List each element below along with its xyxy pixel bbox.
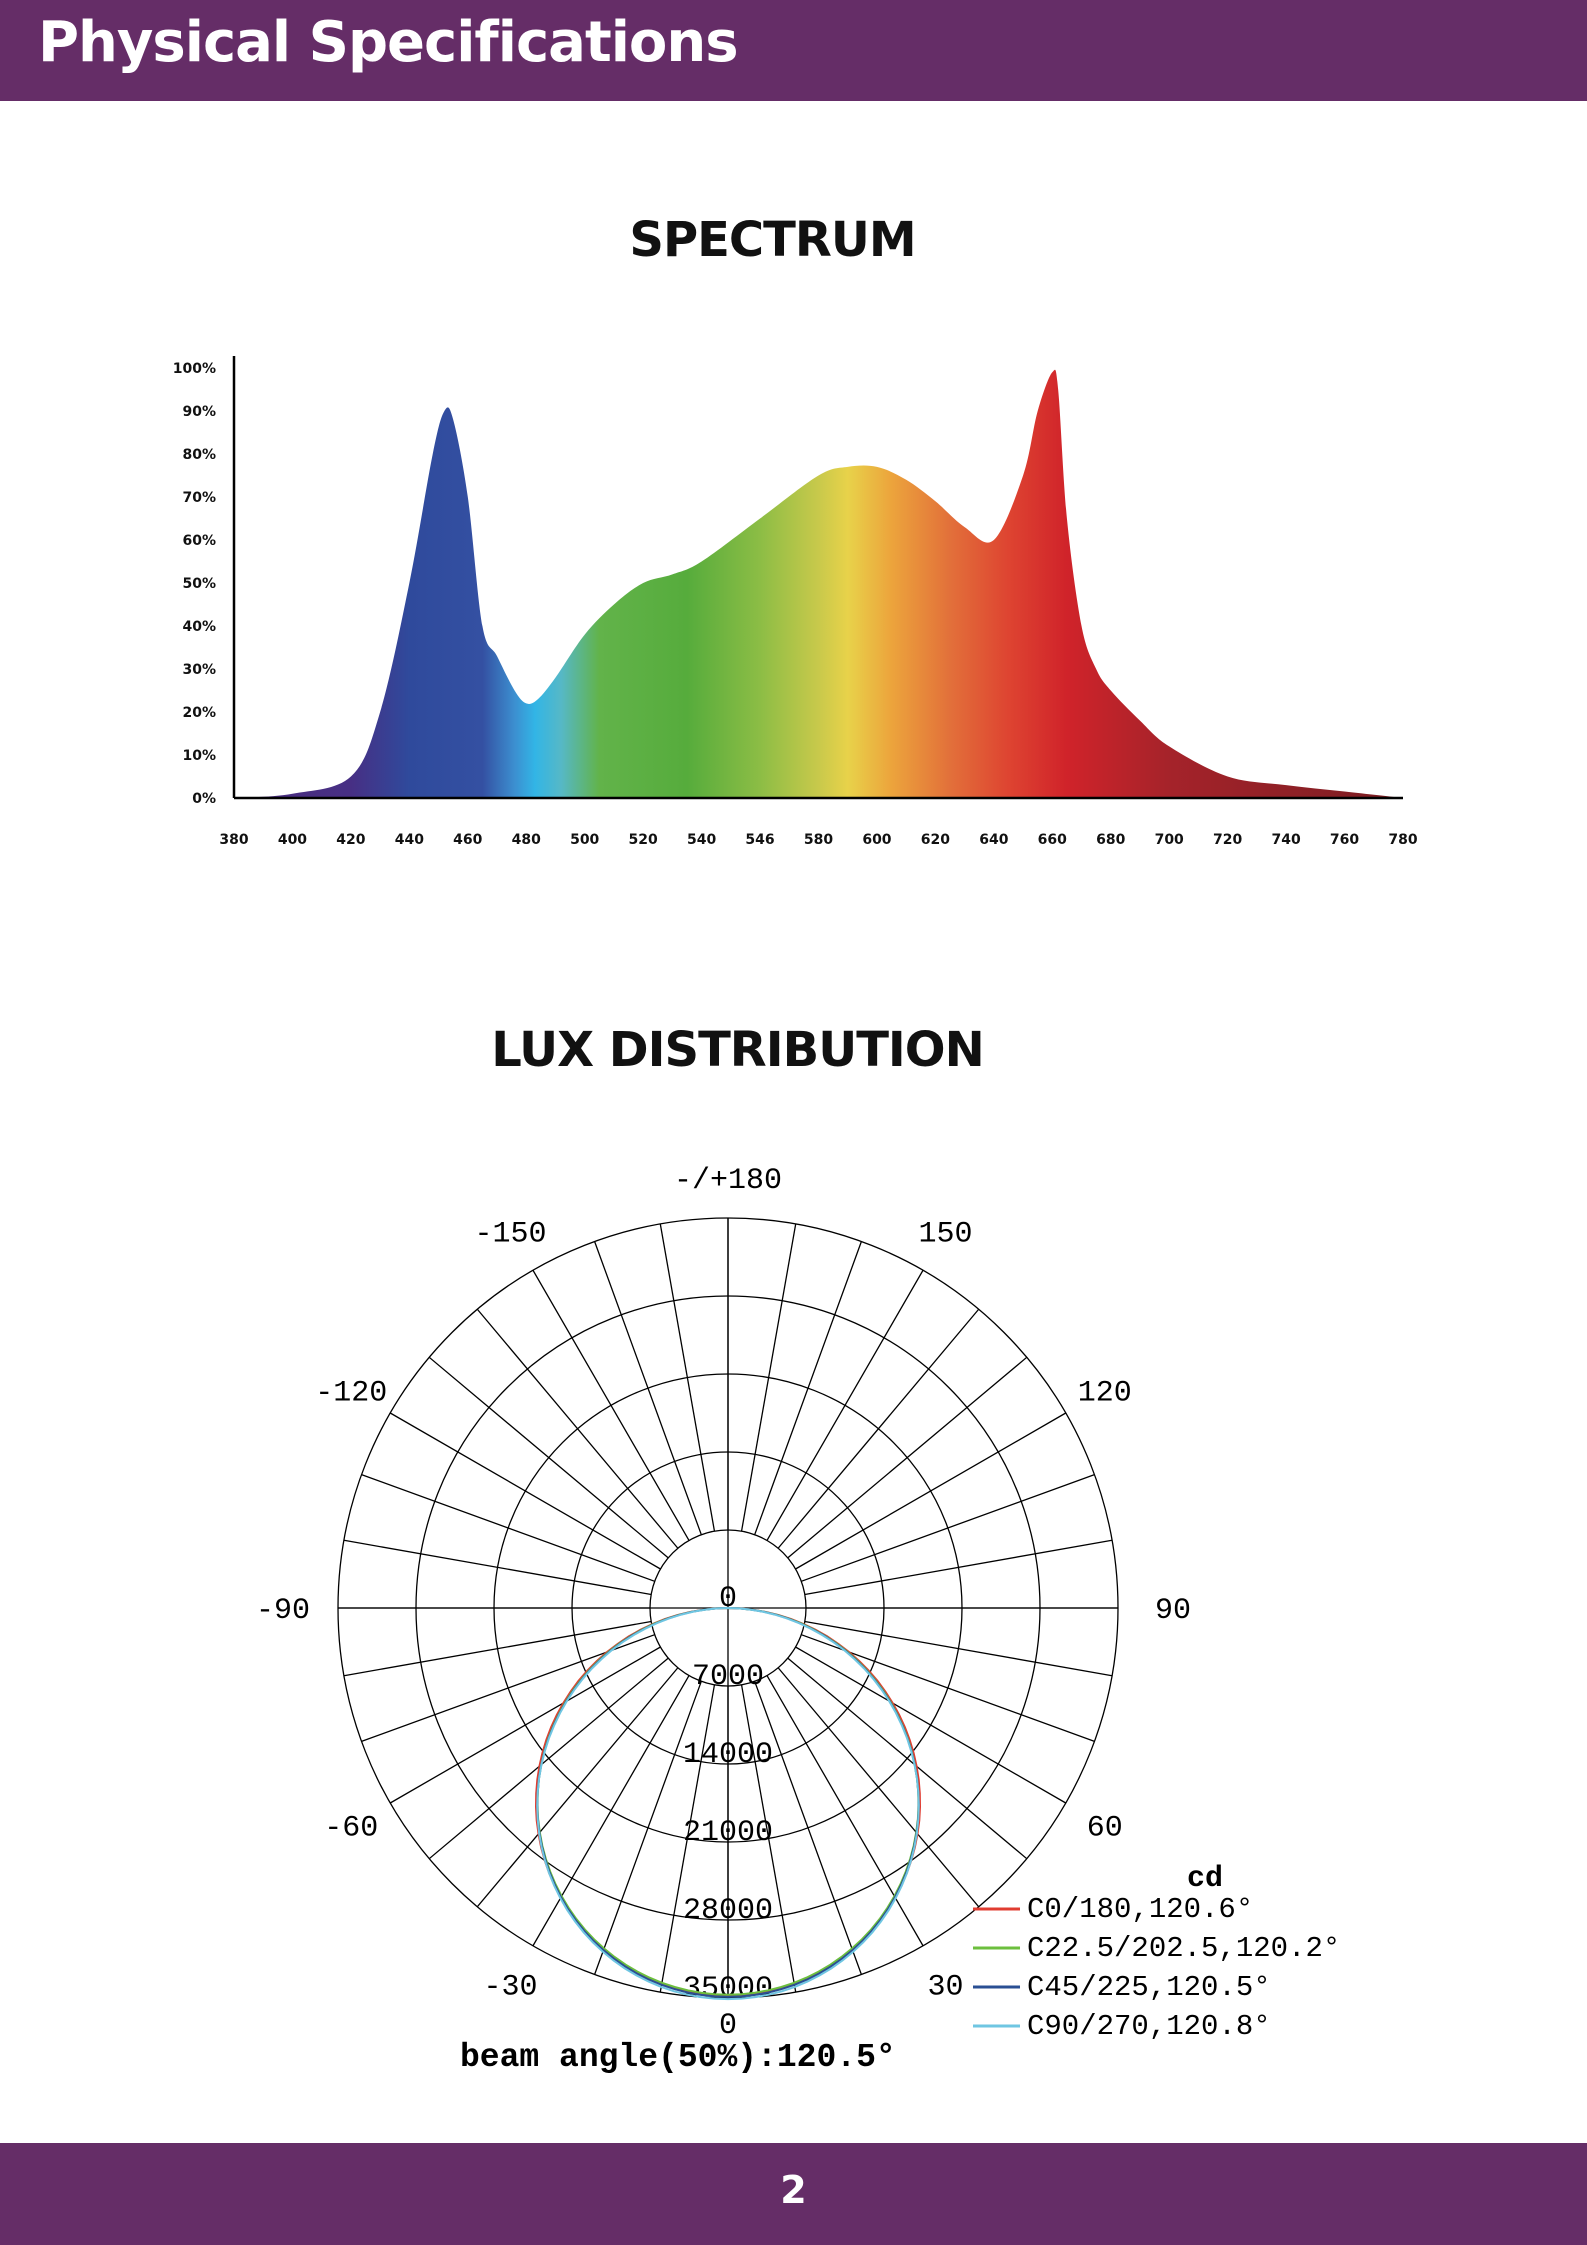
legend-entry: C90/270,120.8° bbox=[1027, 2010, 1271, 2043]
spectrum-y-tick-label: 40% bbox=[182, 619, 216, 635]
polar-angle-label: 90 bbox=[1155, 1594, 1191, 1628]
spectrum-title: SPECTRUM bbox=[629, 212, 916, 268]
polar-spoke bbox=[343, 1620, 652, 1677]
polar-angle-label: -90 bbox=[256, 1594, 310, 1628]
polar-spoke bbox=[594, 1681, 702, 1975]
polar-spoke bbox=[659, 1223, 716, 1532]
polar-spoke bbox=[804, 1539, 1113, 1596]
polar-spoke bbox=[659, 1684, 716, 1993]
spectrum-x-tick-label: 580 bbox=[804, 832, 833, 848]
lux-distribution-title: LUX DISTRIBUTION bbox=[491, 1022, 985, 1078]
polar-spoke bbox=[787, 1356, 1028, 1559]
polar-spoke bbox=[795, 1646, 1067, 1804]
polar-spoke bbox=[428, 1356, 669, 1559]
header-bar: Physical Specifications bbox=[0, 0, 1587, 101]
spectrum-x-tick-label: 740 bbox=[1271, 832, 1300, 848]
polar-spoke bbox=[476, 1667, 679, 1908]
polar-radial-tick-label: 21000 bbox=[683, 1816, 773, 1850]
spectrum-x-tick-label: 780 bbox=[1388, 832, 1417, 848]
polar-angle-label: 0 bbox=[719, 2009, 737, 2043]
spectrum-y-tick-label: 100% bbox=[173, 361, 216, 377]
legend-entry: C45/225,120.5° bbox=[1027, 1971, 1271, 2004]
legend-entry: C0/180,120.6° bbox=[1027, 1893, 1253, 1926]
polar-series-curve bbox=[534, 1607, 922, 1997]
spectrum-y-tick-label: 70% bbox=[182, 490, 216, 506]
polar-radial-tick-label: 14000 bbox=[683, 1738, 773, 1772]
polar-spoke bbox=[361, 1474, 655, 1582]
polar-angle-label: 150 bbox=[918, 1217, 972, 1251]
spectrum-x-tick-label: 400 bbox=[278, 832, 307, 848]
polar-spoke bbox=[343, 1539, 652, 1596]
polar-spoke bbox=[804, 1620, 1113, 1677]
polar-spoke bbox=[777, 1667, 980, 1908]
polar-spoke bbox=[787, 1657, 1028, 1860]
polar-radial-tick-label: 35000 bbox=[683, 1972, 773, 2006]
polar-spoke bbox=[740, 1684, 797, 1993]
polar-angle-label: -150 bbox=[474, 1217, 546, 1251]
polar-spoke bbox=[795, 1412, 1067, 1570]
polar-spoke bbox=[766, 1269, 924, 1541]
polar-angle-label: -/+180 bbox=[674, 1164, 782, 1198]
legend-entry: C22.5/202.5,120.2° bbox=[1027, 1932, 1340, 1965]
polar-series-curve bbox=[536, 1607, 920, 2001]
spectrum-y-tick-label: 20% bbox=[182, 705, 216, 721]
page-number: 2 bbox=[780, 2168, 807, 2212]
polar-spoke bbox=[740, 1223, 797, 1532]
spectrum-x-tick-label: 460 bbox=[453, 832, 482, 848]
spectrum-x-tick-label: 546 bbox=[745, 832, 774, 848]
spectrum-x-tick-label: 420 bbox=[336, 832, 365, 848]
spectrum-x-tick-label: 380 bbox=[219, 832, 248, 848]
polar-radial-tick-label: 7000 bbox=[692, 1660, 764, 1694]
spectrum-x-tick-label: 520 bbox=[629, 832, 658, 848]
polar-grid bbox=[337, 1217, 1119, 1999]
polar-unit-label: cd bbox=[1187, 1862, 1223, 1896]
polar-spoke bbox=[532, 1675, 690, 1947]
spectrum-x-tick-label: 680 bbox=[1096, 832, 1125, 848]
polar-spoke bbox=[766, 1675, 924, 1947]
polar-angle-label: 120 bbox=[1078, 1377, 1132, 1411]
polar-angle-label: -30 bbox=[483, 1971, 537, 2005]
spectrum-y-tick-label: 50% bbox=[182, 576, 216, 592]
polar-radial-tick-label: 0 bbox=[719, 1582, 737, 1616]
spectrum-x-tick-label: 600 bbox=[862, 832, 891, 848]
spectrum-y-tick-label: 0% bbox=[192, 791, 216, 807]
page-title: Physical Specifications bbox=[38, 10, 739, 75]
spectrum-x-tick-label: 640 bbox=[979, 832, 1008, 848]
polar-spoke bbox=[801, 1474, 1095, 1582]
polar-spoke bbox=[476, 1308, 679, 1549]
spectrum-y-tick-label: 90% bbox=[182, 404, 216, 420]
footer-bar bbox=[0, 2143, 1587, 2245]
spectrum-x-tick-label: 440 bbox=[395, 832, 424, 848]
polar-spoke bbox=[389, 1412, 661, 1570]
polar-spoke bbox=[777, 1308, 980, 1549]
polar-angle-label: 60 bbox=[1087, 1812, 1123, 1846]
spectrum-x-tick-label: 760 bbox=[1330, 832, 1359, 848]
spectrum-x-tick-label: 660 bbox=[1038, 832, 1067, 848]
polar-angle-label: 30 bbox=[927, 1971, 963, 2005]
polar-spoke bbox=[594, 1241, 702, 1535]
spectrum-x-tick-label: 540 bbox=[687, 832, 716, 848]
polar-spoke bbox=[428, 1657, 669, 1860]
polar-angle-label: -60 bbox=[324, 1812, 378, 1846]
spectrum-y-tick-label: 60% bbox=[182, 533, 216, 549]
spectrum-x-tick-label: 500 bbox=[570, 832, 599, 848]
beam-angle-label: beam angle(50%):120.5° bbox=[460, 2039, 896, 2076]
spectrum-x-tick-label: 480 bbox=[512, 832, 541, 848]
spectrum-x-tick-label: 620 bbox=[921, 832, 950, 848]
polar-spoke bbox=[532, 1269, 690, 1541]
spectrum-x-tick-label: 700 bbox=[1155, 832, 1184, 848]
spectrum-chart: 0% 10% 20% 30% 40% 50% 60% 70% 80% 90% 100% 380 400 4… bbox=[173, 356, 1418, 848]
lux-distribution-chart: -/+180 150 120 90 60 30 0 -30 -60 -90 -120 -150 0 700… bbox=[256, 1164, 1340, 2076]
spectrum-y-tick-label: 10% bbox=[182, 748, 216, 764]
spectrum-x-tick-label: 720 bbox=[1213, 832, 1242, 848]
polar-angle-label: -120 bbox=[315, 1377, 387, 1411]
spectrum-y-tick-label: 30% bbox=[182, 662, 216, 678]
spectrum-area bbox=[234, 369, 1403, 798]
spectrum-y-tick-label: 80% bbox=[182, 447, 216, 463]
polar-spoke bbox=[754, 1681, 862, 1975]
polar-spoke bbox=[389, 1646, 661, 1804]
polar-spoke bbox=[754, 1241, 862, 1535]
polar-radial-tick-label: 28000 bbox=[683, 1894, 773, 1928]
